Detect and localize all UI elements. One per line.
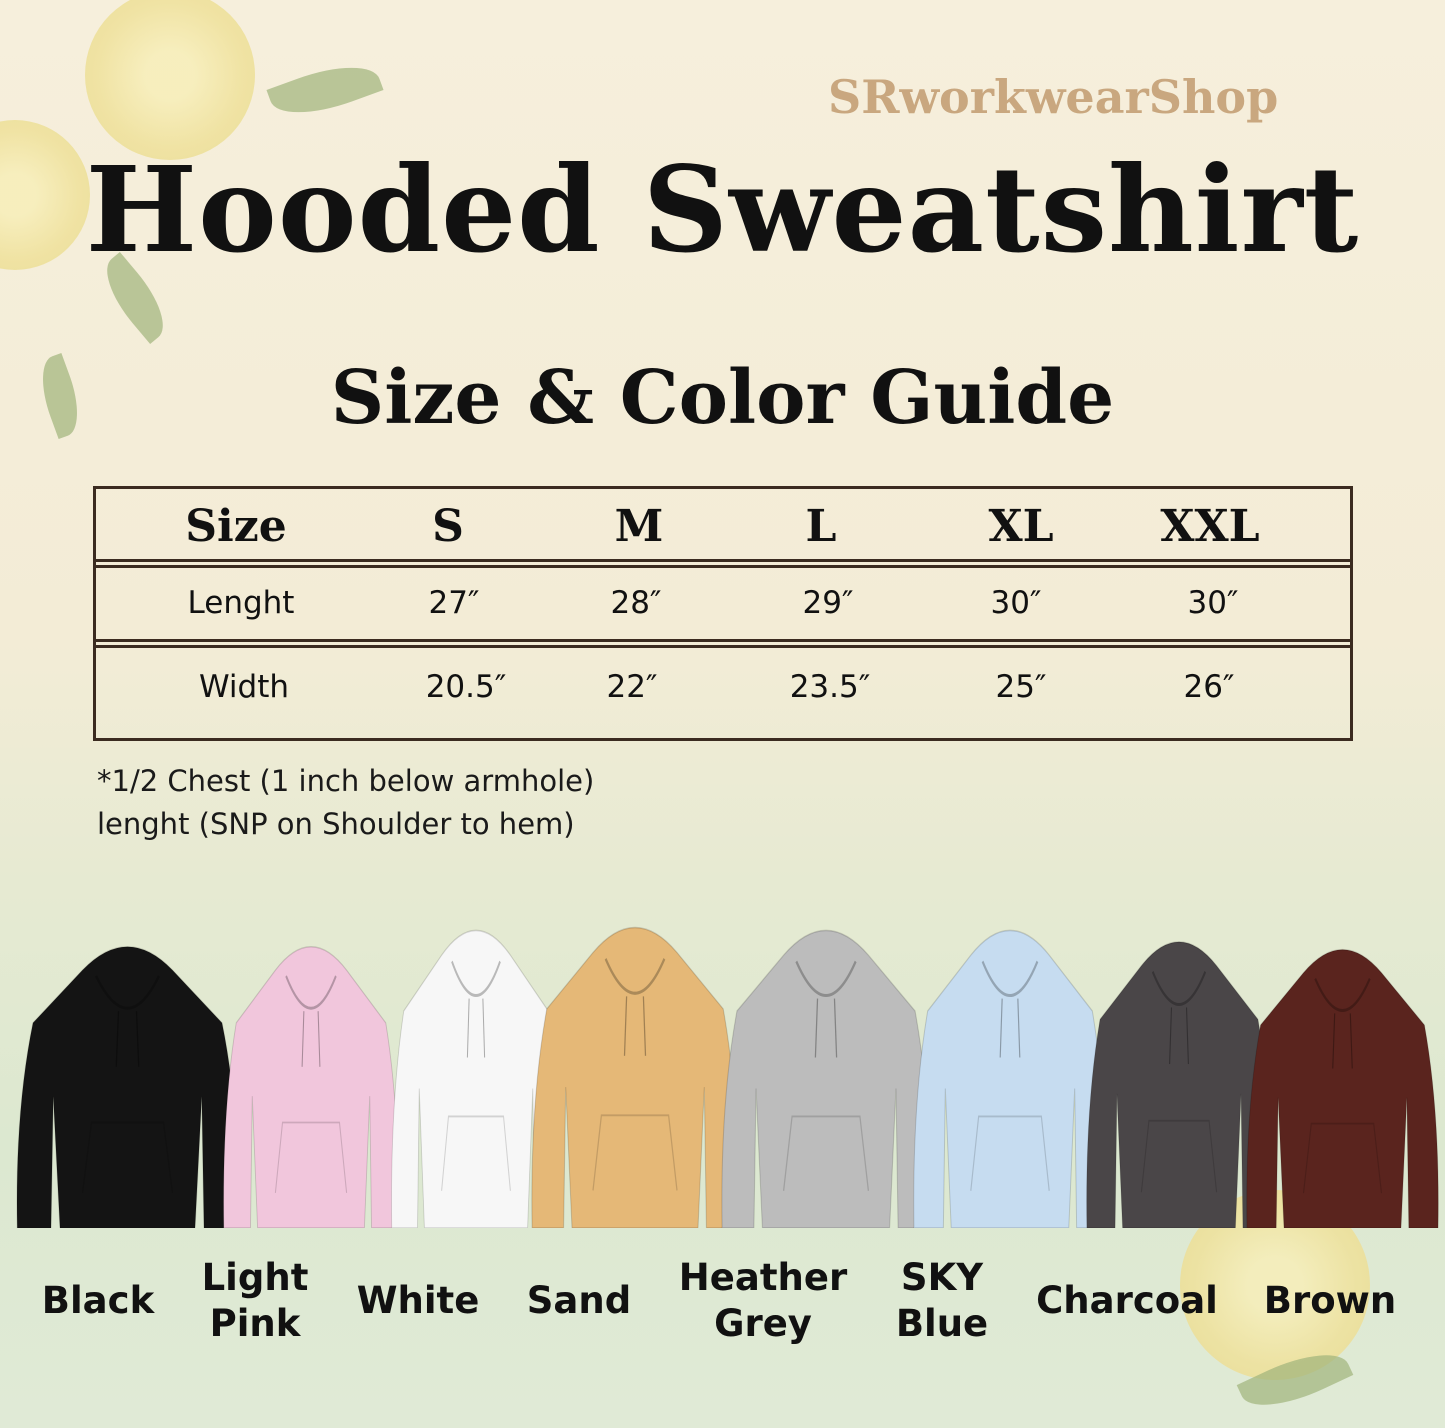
color-label-sky: SKY Blue [896,1255,988,1347]
color-label-line: White [356,1279,480,1322]
color-label-line: Brown [1263,1279,1397,1322]
table-cell: 29″ [802,585,854,621]
flower-decoration [85,0,255,160]
header-s: S [432,501,464,552]
table-cell: 30″ [1187,585,1239,621]
note-length: lenght (SNP on Shoulder to hem) [97,807,575,841]
table-cell: 28″ [610,585,662,621]
table-cell: 22″ [606,669,658,705]
table-cell: 23.5″ [789,669,871,705]
hoodie-black [15,935,240,1232]
note-chest: *1/2 Chest (1 inch below armhole) [97,764,595,798]
table-cell: 30″ [990,585,1042,621]
color-label-line: Grey [714,1302,812,1345]
color-label-white: White [357,1278,480,1324]
table-cell: 25″ [995,669,1047,705]
brand-name: SRworkwearShop [828,70,1279,124]
leaf-decoration [266,52,384,128]
hoodie-heather [720,918,932,1232]
color-label-sand: Sand [527,1278,631,1324]
page-subtitle: Size & Color Guide [330,355,1115,441]
color-label-line: Blue [895,1302,989,1345]
color-label-line: Black [41,1279,155,1322]
page-title: Hooded Sweatshirt [85,140,1360,279]
color-label-brown: Brown [1264,1278,1396,1324]
size-table: Size S M L XL XXL Lenght 27″ 28″ 29″ 30″… [93,486,1353,741]
color-label-light: Light Pink [202,1255,309,1347]
color-label-charcoal: Charcoal [1036,1278,1218,1324]
color-label-heather: Heather Grey [679,1255,847,1347]
header-xl: XL [988,501,1054,552]
hoodie-sand [530,915,740,1232]
color-label-line: Sand [526,1279,632,1322]
row-label-length: Lenght [187,585,295,621]
hoodie-light [222,935,400,1232]
header-m: M [614,501,664,552]
color-label-black: Black [42,1278,154,1324]
color-label-line: Light [201,1256,309,1299]
color-label-line: Pink [209,1302,301,1345]
header-l: L [805,501,837,552]
hoodie-sky [912,918,1108,1232]
row-label-width: Width [198,669,290,705]
header-size: Size [185,501,287,552]
color-label-line: Heather [678,1256,848,1299]
header-xxl: XXL [1160,501,1260,552]
table-cell: 20.5″ [425,669,507,705]
hoodie-brown [1245,938,1440,1232]
table-cell: 26″ [1183,669,1235,705]
color-label-line: SKY [900,1256,984,1299]
color-label-line: Charcoal [1036,1279,1218,1322]
table-cell: 27″ [428,585,480,621]
